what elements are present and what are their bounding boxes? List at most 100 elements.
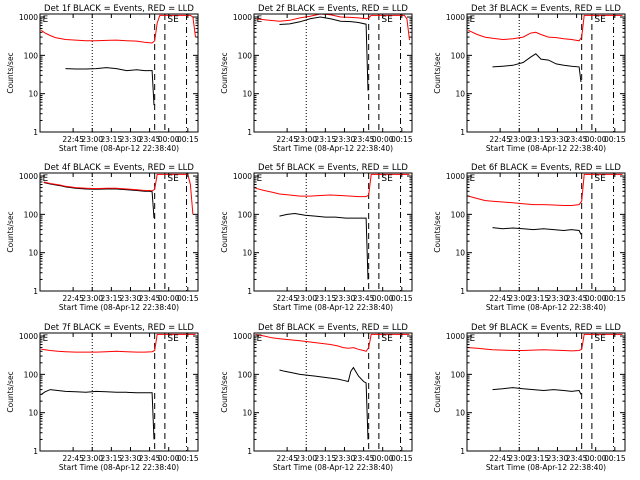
x-tick-label: 22:45 — [489, 135, 511, 144]
y-tick-label: 10 — [242, 409, 252, 418]
chart-title: Det 2f BLACK = Events, RED = LLD — [258, 4, 408, 14]
y-tick-label: 1000 — [446, 13, 465, 22]
y-tick-label: 10 — [455, 249, 465, 258]
events-series-line — [279, 366, 369, 440]
chart-title: Det 5f BLACK = Events, RED = LLD — [258, 163, 408, 173]
y-tick-label: 1000 — [446, 172, 465, 181]
y-tick-label: 100 — [238, 51, 253, 60]
y-tick-label: 1 — [460, 287, 465, 296]
x-tick-label: 23:15 — [315, 294, 337, 303]
y-tick-label: 100 — [451, 51, 466, 60]
x-axis-label: Start Time (08-Apr-12 22:38:40) — [273, 144, 393, 153]
x-tick-label: 23:30 — [334, 135, 356, 144]
y-axis-label: Counts/sec — [220, 371, 229, 412]
x-tick-label: 00:15 — [391, 294, 413, 303]
y-axis-label: Counts/sec — [433, 52, 442, 93]
marker-label: SE — [167, 15, 179, 25]
chart-title: Det 6f BLACK = Events, RED = LLD — [471, 163, 621, 173]
y-tick-label: 100 — [24, 210, 39, 219]
y-axis-label: Counts/sec — [6, 371, 15, 412]
x-tick-label: 23:30 — [547, 135, 569, 144]
x-tick-label: 00:15 — [177, 294, 199, 303]
y-tick-label: 10 — [242, 90, 252, 99]
y-tick-label: 100 — [238, 370, 253, 379]
marker-label: E — [257, 334, 263, 344]
events-series-line — [41, 389, 155, 440]
y-tick-label: 10 — [455, 90, 465, 99]
y-tick-label: 10 — [28, 249, 38, 258]
y-tick-label: 100 — [451, 210, 466, 219]
x-tick-label: 00:15 — [177, 454, 199, 463]
x-tick-label: 00:15 — [604, 454, 626, 463]
plot-frame — [39, 332, 199, 452]
chart-title: Det 8f BLACK = Events, RED = LLD — [258, 323, 408, 333]
x-tick-label: 23:45 — [566, 135, 588, 144]
x-tick-label: 23:15 — [101, 454, 123, 463]
chart-title: Det 7f BLACK = Events, RED = LLD — [44, 323, 194, 333]
x-axis-label: Start Time (08-Apr-12 22:38:40) — [59, 463, 179, 472]
y-axis-label: Counts/sec — [6, 52, 15, 93]
y-axis-label: Counts/sec — [433, 371, 442, 412]
x-tick-label: 23:00 — [508, 294, 530, 303]
plot-frame — [39, 13, 199, 133]
plot-frame — [466, 332, 626, 452]
x-tick-label: 22:45 — [62, 294, 84, 303]
x-tick-label: 23:15 — [315, 135, 337, 144]
x-tick-label: 23:30 — [120, 454, 142, 463]
x-tick-label: 23:30 — [547, 294, 569, 303]
lld-series-line — [255, 333, 410, 352]
x-tick-label: 23:30 — [120, 294, 142, 303]
lld-series-line — [255, 14, 410, 41]
y-tick-label: 1 — [33, 287, 38, 296]
events-series-line — [492, 227, 582, 235]
x-tick-label: 23:15 — [101, 135, 123, 144]
x-tick-label: 23:45 — [139, 454, 161, 463]
y-tick-label: 1000 — [233, 332, 252, 341]
x-tick-label: 23:00 — [508, 135, 530, 144]
x-tick-label: 22:45 — [62, 454, 84, 463]
y-tick-label: 100 — [451, 370, 466, 379]
marker-label: E — [43, 15, 49, 25]
marker-label: E — [257, 174, 263, 184]
x-tick-label: 23:00 — [81, 294, 103, 303]
plot-frame — [253, 13, 413, 133]
marker-label: E — [43, 334, 49, 344]
events-series-line — [43, 182, 155, 219]
y-axis-label: Counts/sec — [220, 211, 229, 252]
x-tick-label: 23:15 — [528, 135, 550, 144]
marker-label: E — [43, 174, 49, 184]
x-tick-label: 00:00 — [158, 454, 180, 463]
y-tick-label: 1000 — [19, 332, 38, 341]
x-tick-label: 22:45 — [62, 135, 84, 144]
x-tick-label: 23:45 — [353, 454, 375, 463]
x-tick-label: 23:00 — [508, 454, 530, 463]
x-tick-label: 23:00 — [295, 294, 317, 303]
y-tick-label: 100 — [24, 51, 39, 60]
events-series-line — [492, 53, 582, 83]
lld-series-line — [43, 173, 194, 215]
marker-label: E — [470, 174, 476, 184]
lld-series-line — [41, 333, 196, 353]
x-tick-label: 23:00 — [295, 135, 317, 144]
x-tick-label: 22:45 — [276, 135, 298, 144]
x-axis-label: Start Time (08-Apr-12 22:38:40) — [273, 463, 393, 472]
y-tick-label: 10 — [28, 90, 38, 99]
x-tick-label: 23:30 — [120, 135, 142, 144]
x-tick-label: 00:00 — [585, 454, 607, 463]
y-tick-label: 1 — [460, 447, 465, 456]
events-series-line — [279, 212, 369, 280]
marker-label: SE — [381, 15, 393, 25]
chart-title: Det 9f BLACK = Events, RED = LLD — [471, 323, 621, 333]
x-tick-label: 00:15 — [604, 135, 626, 144]
lld-series-line — [468, 173, 623, 206]
marker-label: E — [470, 15, 476, 25]
x-tick-label: 23:30 — [334, 294, 356, 303]
y-axis-label: Counts/sec — [433, 211, 442, 252]
